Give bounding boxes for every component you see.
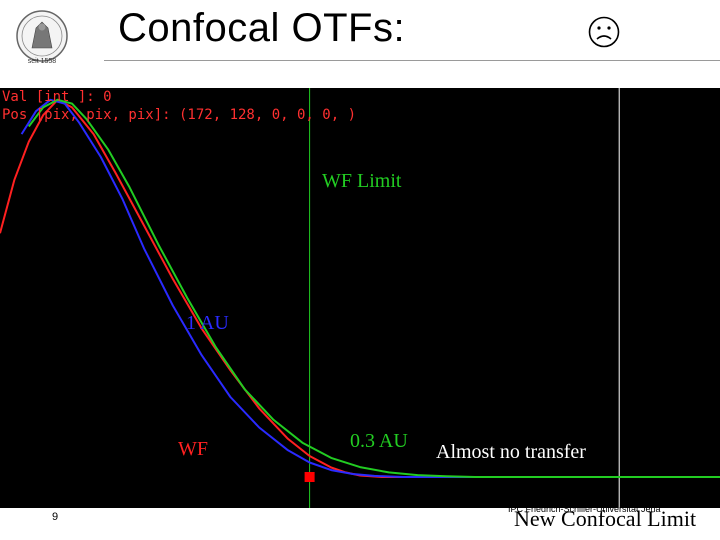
description-line-2: 1.4 NA Objective [367,132,508,154]
description-line-1: in-plane, in-focus OTF [367,102,551,124]
readout-value: Val [int ]: 0 [2,89,112,105]
page-number: 9 [52,511,59,523]
university-seal-logo [16,10,68,62]
one-au-label: 1 AU [186,312,229,334]
frowning-face-icon [588,16,620,48]
wf-limit-label: WF Limit [322,170,402,192]
plot-background [0,88,720,508]
wf-curve-label: WF [178,438,208,460]
point-three-au-label: 0.3 AU [350,430,408,452]
page-title: Confocal OTFs: [118,6,406,50]
readout-position: Pos [pix, pix, pix]: (172, 128, 0, 0, 0,… [2,107,356,123]
otf-chart: Val [int ]: 0 Pos [pix, pix, pix]: (172,… [0,88,720,508]
almost-no-transfer-label: Almost no transfer [436,441,586,463]
title-divider [104,60,720,61]
footer-institution: IPC Friedrich-Schiller-Universität Jena [508,504,661,514]
series-line-0-3-au [28,98,720,478]
limit-marker [304,472,315,482]
logo-caption: seit 1558 [27,58,57,65]
new-confocal-limit-label: New Confocal Limit [514,506,697,531]
